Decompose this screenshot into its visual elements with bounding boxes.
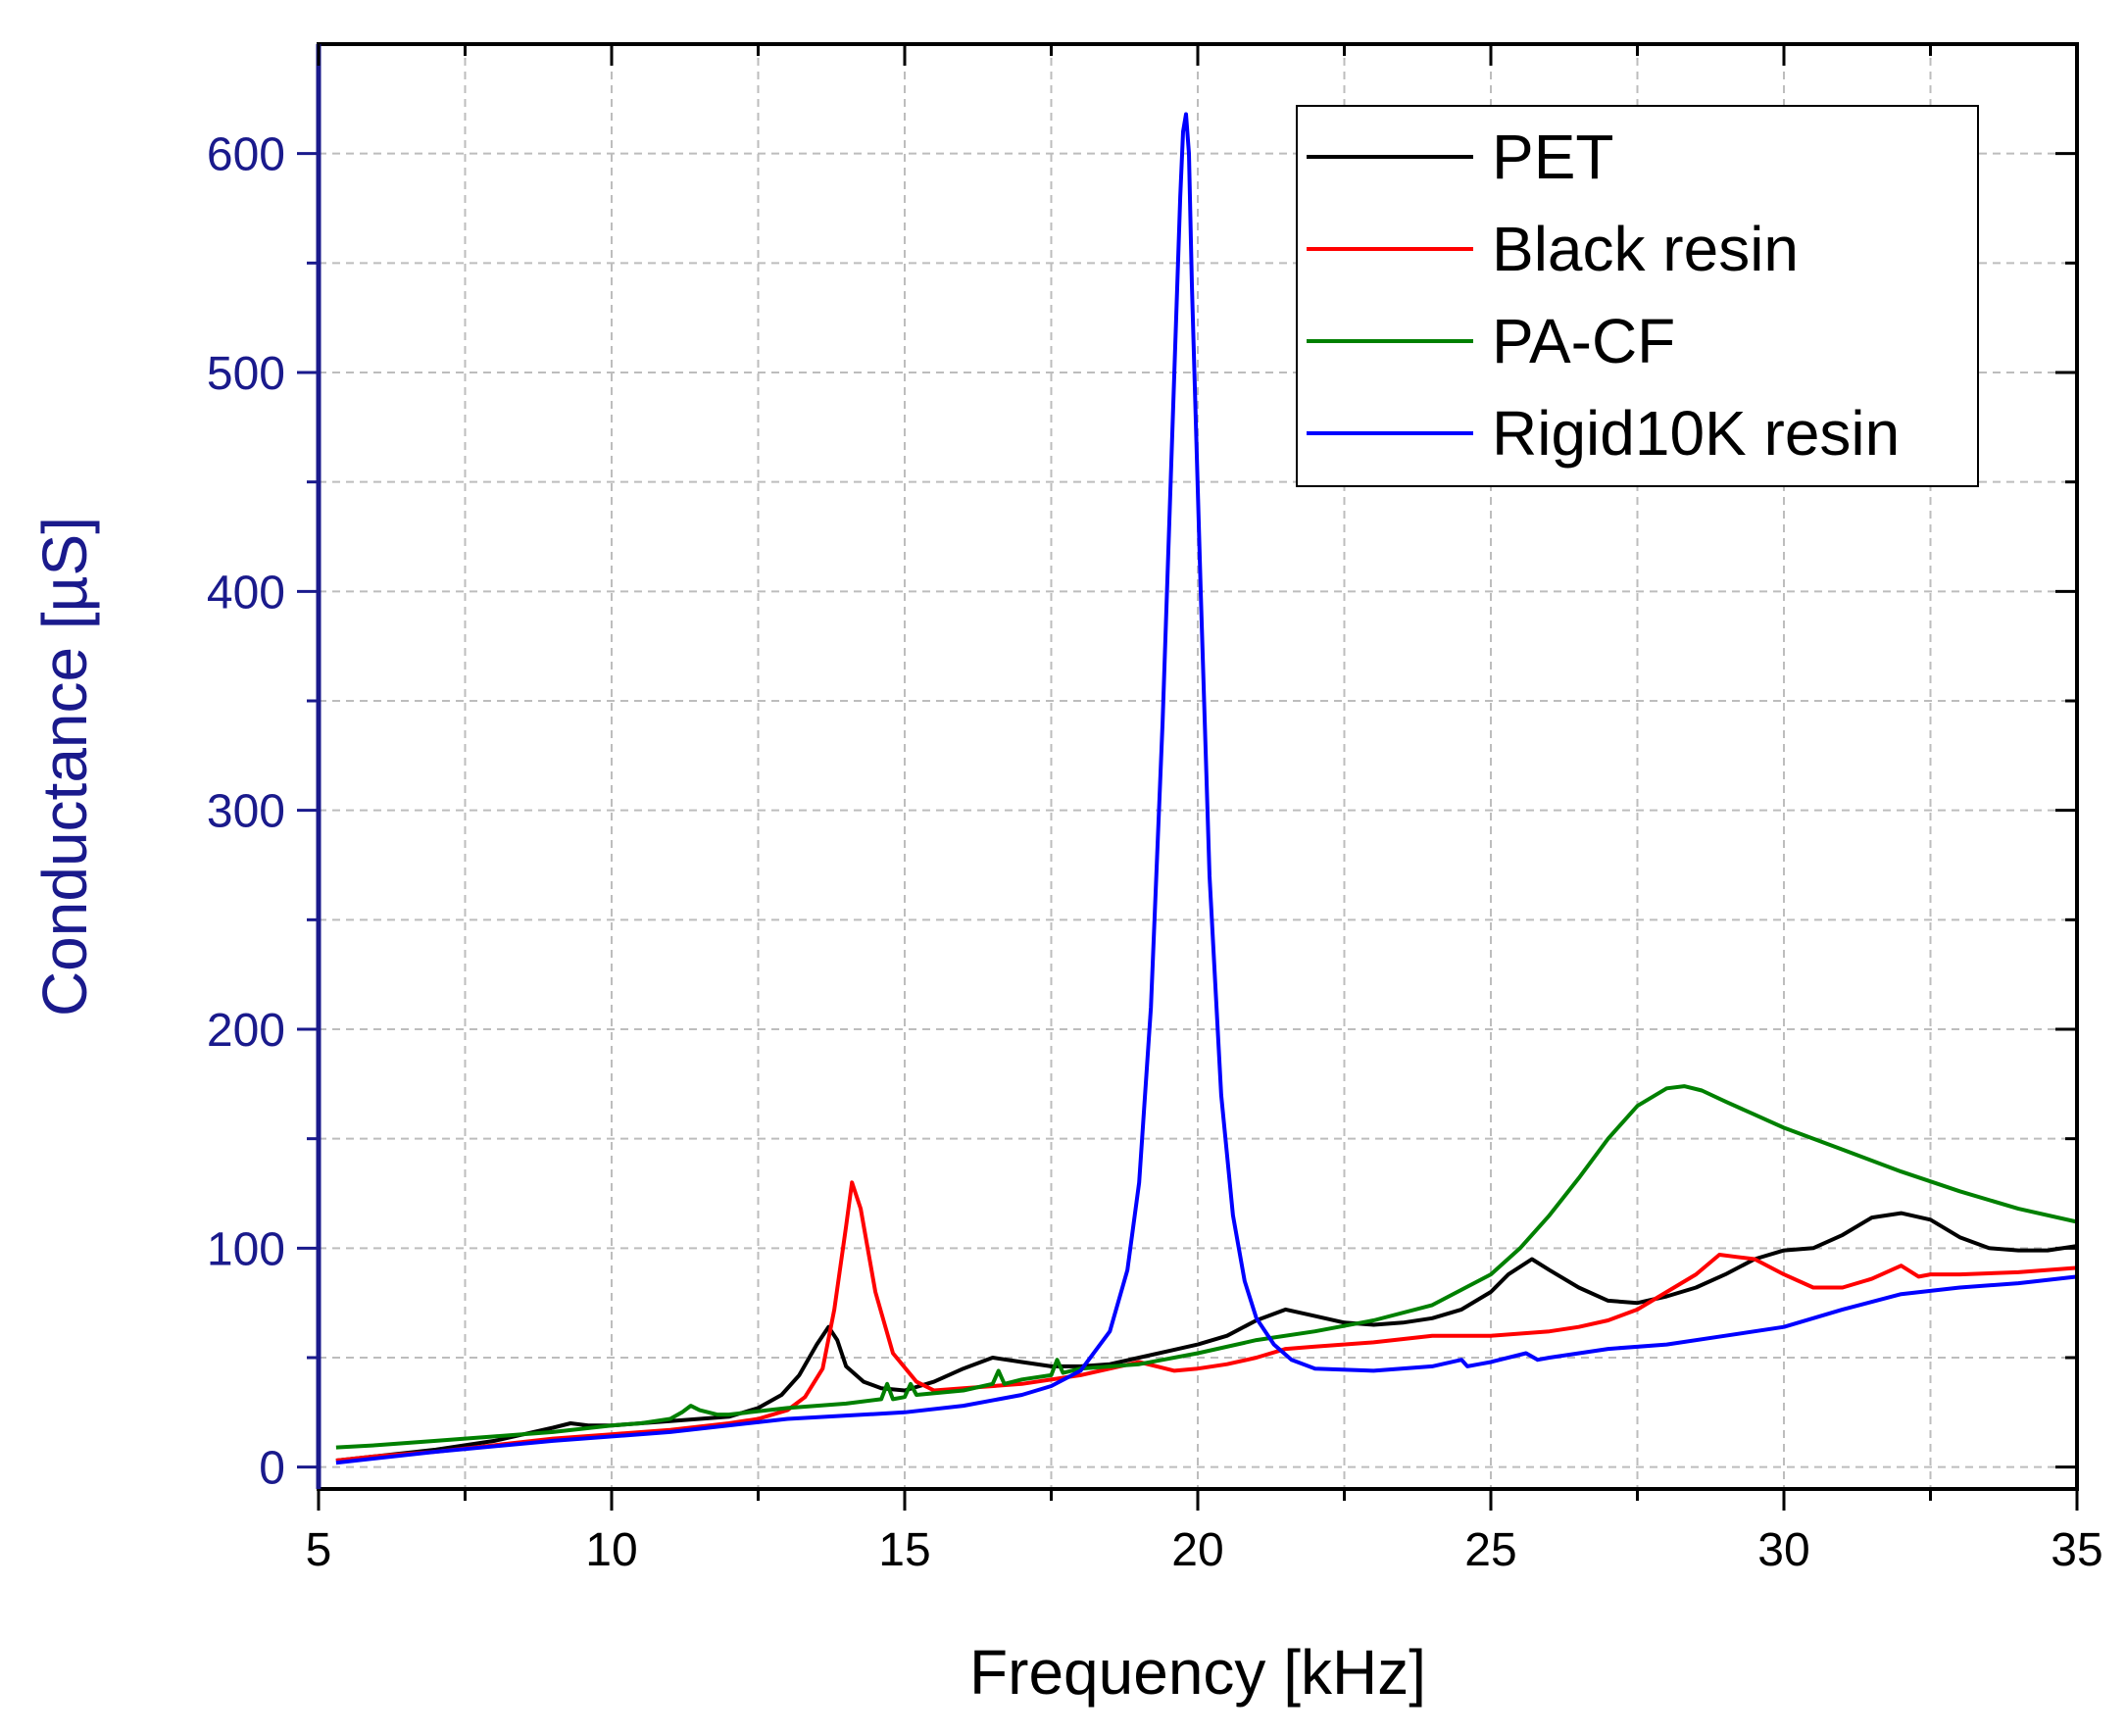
x-tick-label: 35: [2051, 1524, 2102, 1576]
x-axis-title: Frequency [kHz]: [969, 1637, 1426, 1708]
legend-box: [1296, 105, 1979, 487]
series-line-pet: [335, 1211, 2078, 1463]
x-tick-label: 5: [306, 1524, 332, 1576]
x-tick-label: 10: [585, 1524, 637, 1576]
legend-label-rigid10k-resin: Rigid10K resin: [1492, 398, 1900, 469]
y-tick-label: 200: [207, 1005, 285, 1057]
legend: PET Black resin PA-CF Rigid10K resin: [1296, 105, 1979, 487]
x-tick-label: 20: [1171, 1524, 1223, 1576]
x-tick-label: 25: [1464, 1524, 1516, 1576]
legend-label-pa-cf: PA-CF: [1492, 306, 1675, 376]
y-axis-title: Conductance [µS]: [29, 517, 100, 1017]
legend-label-pet: PET: [1492, 122, 1613, 192]
y-tick-label: 300: [207, 786, 285, 838]
axis-ticks: [297, 44, 2079, 1511]
series-line-rigid10k-resin: [335, 112, 2078, 1465]
y-tick-label: 100: [207, 1223, 285, 1275]
series-line-black-resin: [335, 1180, 2078, 1463]
y-tick-label: 600: [207, 129, 285, 181]
x-tick-label: 15: [878, 1524, 930, 1576]
series-layer: [335, 112, 2078, 1465]
y-tick-label: 0: [259, 1443, 285, 1495]
legend-label-black-resin: Black resin: [1492, 214, 1799, 284]
series-line-pa-cf: [335, 1084, 2078, 1450]
y-tick-label: 500: [207, 348, 285, 400]
y-tick-label: 400: [207, 567, 285, 619]
tick-labels: 5 10 15 20 25 30 35 0 100 200 300 400 500 600: [207, 129, 2103, 1576]
x-tick-label: 30: [1757, 1524, 1809, 1576]
